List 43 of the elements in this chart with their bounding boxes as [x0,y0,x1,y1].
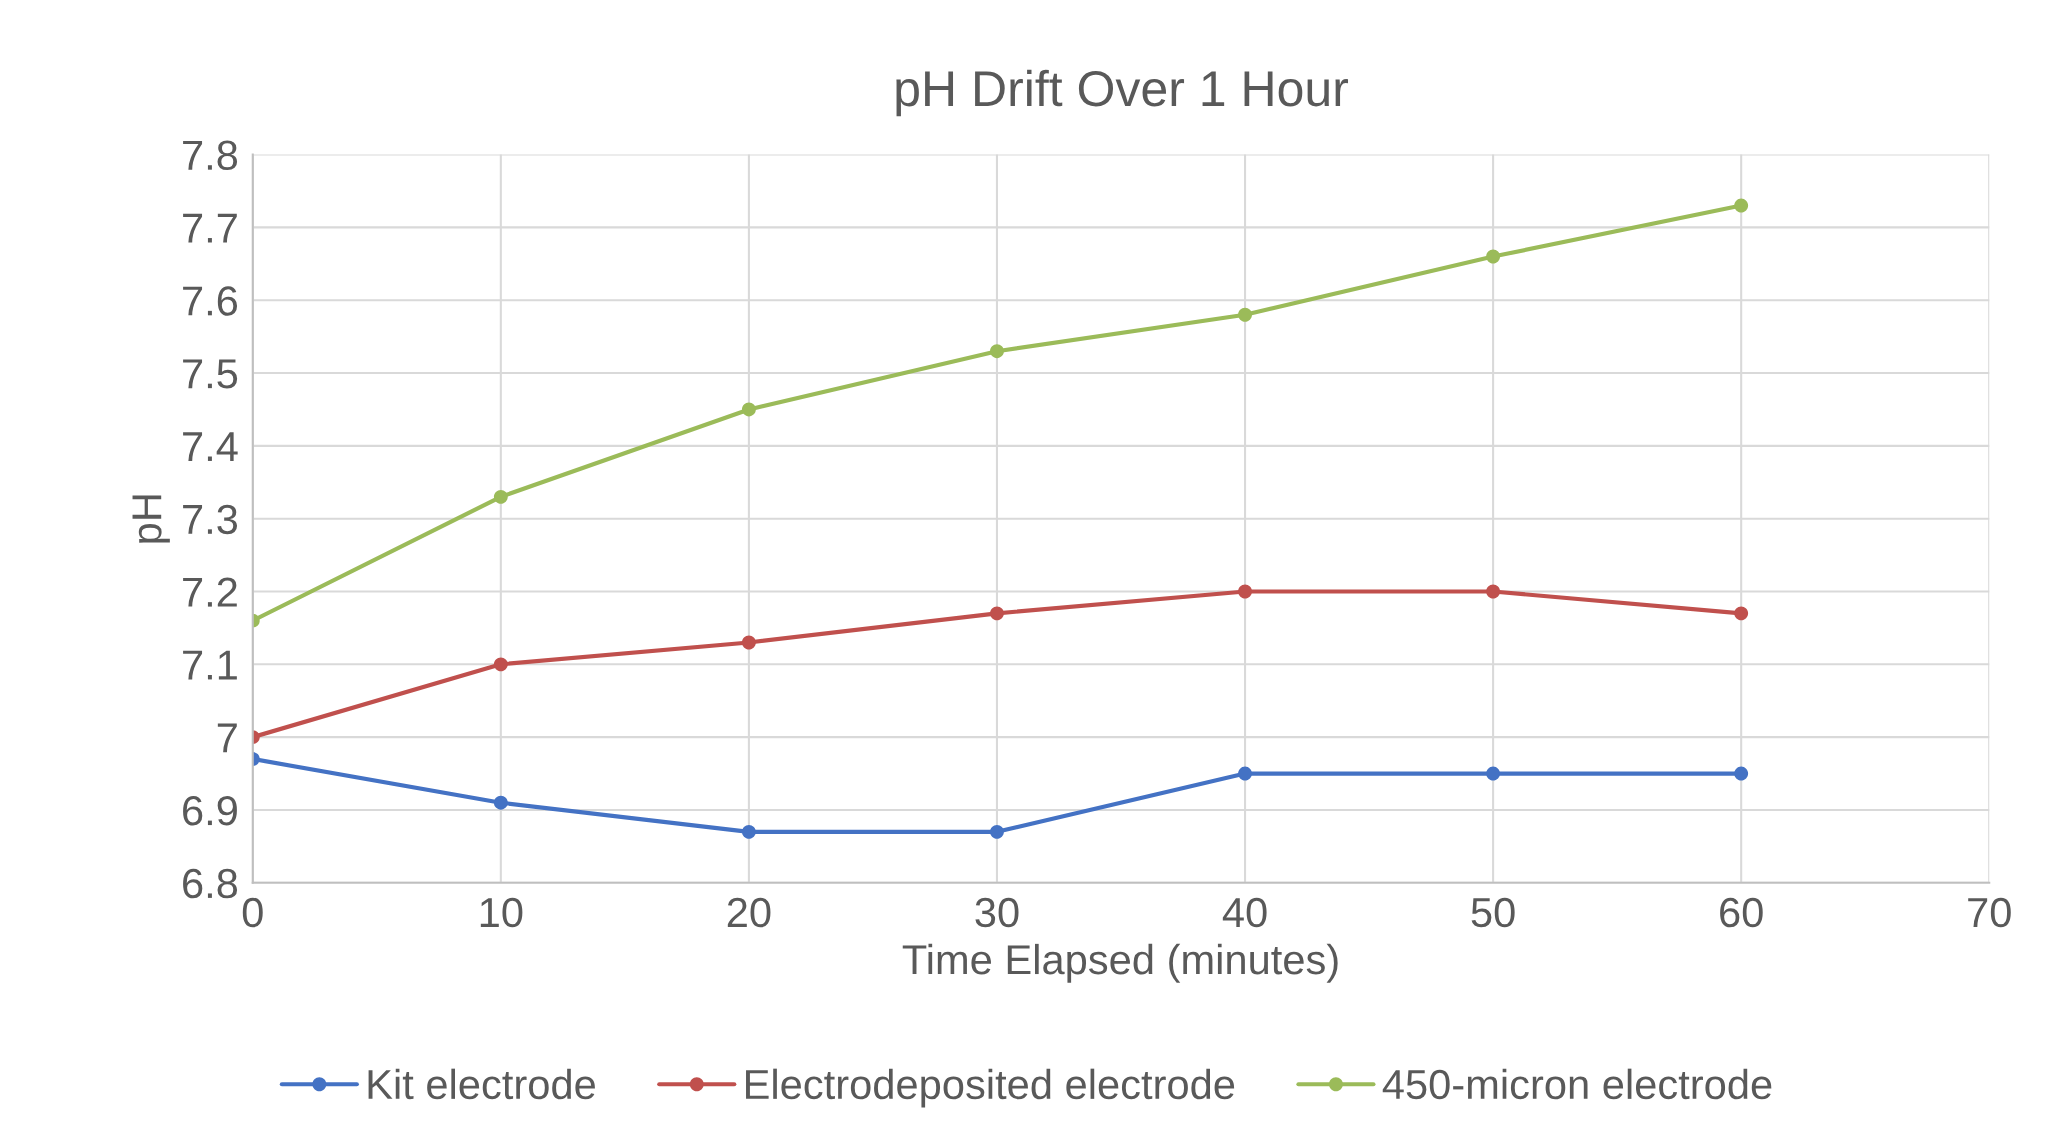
legend-label: 450-micron electrode [1382,1068,1772,1100]
y-tick-label: 7.7 [183,213,237,243]
point [1238,766,1252,781]
x-tick-label: 40 [1222,897,1267,928]
point [493,657,508,672]
point [990,344,1004,359]
y-tick-label: 6.9 [183,795,237,826]
point [1734,766,1749,781]
point [741,635,756,650]
x-tick-label: 50 [1471,897,1515,928]
x-tick-label: 30 [975,897,1019,928]
x-tick-label: 60 [1720,897,1763,928]
point [990,606,1004,621]
point [493,795,508,810]
y-tick-label: 7 [217,723,237,753]
chart-title: pH Drift Over 1 Hour [896,69,1349,117]
point [741,402,756,417]
y-tick-label: 6.8 [183,868,238,899]
y-tick-label: 7.2 [183,577,237,607]
point [741,824,756,839]
point [990,824,1004,839]
point [1238,584,1252,599]
y-tick-label: 7.5 [183,359,238,389]
point [1734,198,1749,213]
point [1486,584,1501,599]
x-tick-label: 10 [480,897,523,928]
y-tick-label: 7.8 [183,140,238,171]
y-tick-label: 7.3 [183,504,238,535]
x-tick-label: 70 [1968,897,2011,928]
x-axis-title: Time Elapsed (minutes) [902,943,1338,983]
point [1486,766,1501,781]
point [1238,307,1252,322]
y-tick-label: 7.1 [183,650,237,680]
point [1734,606,1749,621]
y-axis-title: pH [132,495,170,543]
y-tick-label: 7.4 [183,432,238,461]
legend-label: Kit electrode [368,1068,595,1100]
point [1486,249,1501,264]
legend-label: Electrodeposited electrode [746,1068,1235,1108]
y-tick-label: 7.6 [183,286,238,316]
x-tick-label: 0 [242,897,263,928]
x-tick-label: 20 [727,897,771,928]
point [493,489,508,504]
